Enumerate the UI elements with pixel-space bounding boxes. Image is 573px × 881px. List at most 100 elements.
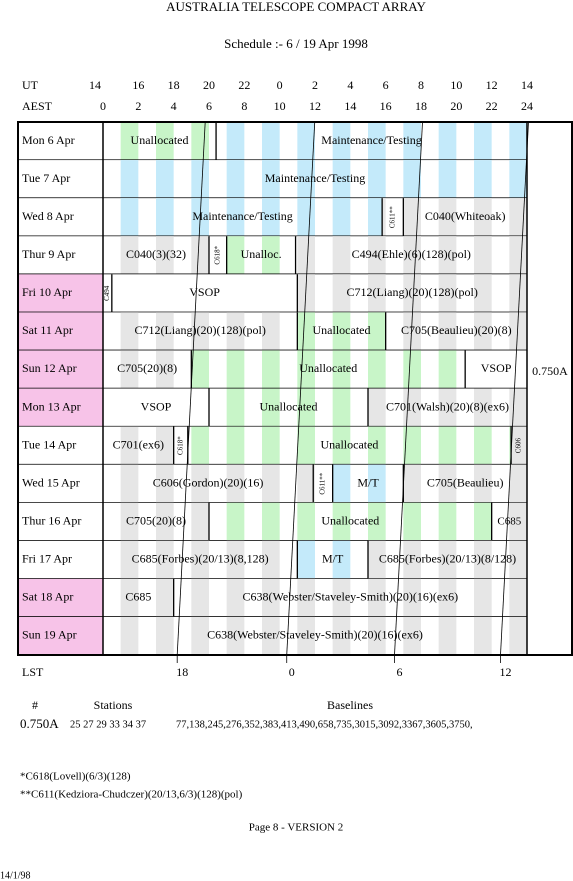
day-cell [18,160,103,199]
stripe [191,464,209,503]
block-label: Maintenance/Testing [192,209,292,223]
stripe [156,312,174,351]
stripe [368,426,386,465]
stripe [191,426,209,465]
stripe [156,578,174,617]
day-cell [18,464,103,503]
block-label: Unallocated [313,323,371,337]
stripe [368,312,386,351]
stripe [474,198,492,237]
stripe [156,198,174,237]
stripe [438,274,457,313]
day-label: Wed 15 Apr [22,475,80,489]
stripe [120,122,139,161]
stripe [509,236,527,275]
stripe [120,312,139,351]
stripe [262,350,280,389]
page-number: Page 8 - VERSION 2 [249,822,344,834]
stripe [474,274,492,313]
stripe [297,388,315,427]
stripe [262,502,280,541]
stripe [368,578,386,617]
stripe [368,464,386,503]
stripe [191,502,209,541]
stripe [474,502,492,541]
block-label: C705(20)(8) [117,361,177,375]
ut-label: 8 [418,78,424,92]
lst-label: 18 [176,665,188,679]
stripe [332,198,351,237]
stripe [474,578,492,617]
stripe [313,464,315,503]
block-label: C638(Webster/Staveley-Smith)(20)(16)(ex6… [207,628,423,642]
stripe [332,426,351,465]
stripe [403,350,421,389]
block-label: C618* [213,245,221,264]
block [209,236,227,275]
stripe [262,312,280,351]
block-label: Maintenance/Testing [265,171,365,185]
day-cell [18,274,103,313]
lst-line [394,121,423,656]
note: **C611(Kedziora-Chudczer)(20/13,6/3)(128… [20,789,243,801]
stripe [382,198,386,237]
day-label: Tue 14 Apr [22,437,76,451]
day-cell [18,350,103,389]
stripe [403,160,421,199]
stripe [156,464,174,503]
lst-line [286,121,316,656]
frame [17,121,573,656]
aest-label: 4 [171,99,177,113]
block-label: M/T [322,552,344,566]
stripe [438,426,457,465]
date: 14/1/98 [0,870,31,881]
stripe [297,578,315,617]
footer-header: Stations [94,698,133,712]
stripe [156,350,174,389]
stripe [474,464,492,503]
ut-label: 20 [203,78,215,92]
block-label: Unallocated [320,437,378,451]
aest-label: 0 [100,99,106,113]
stripe [226,198,245,237]
stripe [474,236,492,275]
stripe [226,464,245,503]
block [173,426,188,465]
stripe [191,122,209,161]
stripe [438,198,457,237]
stripe [332,388,351,427]
stripe [509,540,527,579]
day-cell [18,388,103,427]
stripe [262,464,280,503]
day-label: Thur 9 Apr [22,247,75,261]
stripe [191,616,209,655]
stripe [438,616,457,655]
stripe [474,426,492,465]
stripe [226,236,245,275]
block [465,350,527,389]
stripe [262,578,280,617]
aest-label: 22 [486,99,498,113]
stripe [332,350,351,389]
stripe [474,122,492,161]
stripe [438,312,457,351]
stripe [297,312,315,351]
stripe [226,502,245,541]
stripe [368,388,386,427]
block [403,198,527,237]
stripe [474,388,492,427]
stripe [332,160,351,199]
stripe [297,426,315,465]
stripe [403,198,421,237]
stripe [509,160,527,199]
stripe [156,160,174,199]
stripe [191,236,209,275]
block-label: C712(Liang)(20)(128)(pol) [135,323,266,337]
block-label: Unallocated [299,361,357,375]
stripe [262,122,280,161]
stripe [474,616,492,655]
aest-label: 12 [309,99,321,113]
day-cell [18,236,103,275]
block-label: C606(Gordon)(20)(16) [153,475,264,489]
stripe [262,198,280,237]
